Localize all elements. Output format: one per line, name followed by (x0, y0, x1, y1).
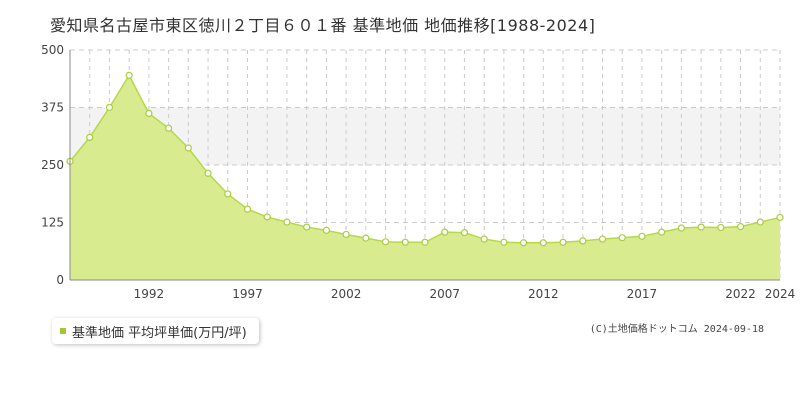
data-point (381, 238, 390, 246)
data-point (598, 235, 607, 243)
data-point (263, 213, 271, 221)
data-point (243, 205, 252, 213)
y-tick-label: 500 (41, 43, 64, 57)
data-point (184, 144, 192, 152)
data-point (539, 239, 547, 247)
legend-marker-icon (60, 328, 66, 334)
data-point (204, 169, 212, 177)
axis-layer (69, 50, 780, 281)
data-point (322, 226, 330, 234)
data-point (145, 109, 153, 118)
data-point (224, 190, 232, 198)
x-tick-label: 2024 (765, 287, 796, 301)
data-point (460, 229, 469, 237)
y-tick-label: 0 (56, 273, 64, 287)
data-point (756, 218, 764, 226)
x-tick-label: 1997 (232, 287, 263, 301)
data-point (520, 239, 528, 247)
data-point (500, 238, 508, 246)
data-point (401, 238, 409, 246)
copyright: (C)土地価格ドットコム 2024-09-18 (589, 324, 764, 335)
data-point (717, 223, 725, 232)
data-point (776, 213, 784, 222)
data-point (86, 133, 94, 141)
data-point (638, 232, 646, 240)
data-point (697, 223, 705, 231)
data-point (677, 224, 685, 232)
data-point (658, 228, 666, 236)
data-point (125, 71, 133, 79)
legend-label: 基準地価 平均坪単価(万円/坪) (72, 325, 247, 341)
y-tick-label: 125 (41, 216, 64, 230)
data-point (441, 228, 449, 236)
x-tick-label: 2002 (331, 287, 362, 301)
y-tick-label: 375 (41, 101, 64, 115)
legend: 基準地価 平均坪単価(万円/坪) (52, 318, 259, 344)
marker-layer (66, 71, 784, 247)
data-point (105, 103, 114, 112)
data-point (559, 238, 567, 246)
data-point (165, 124, 173, 132)
data-point (618, 234, 626, 242)
x-tick-label: 2007 (429, 287, 460, 301)
data-point (362, 234, 370, 242)
x-tick-label: 2022 (725, 287, 756, 301)
x-tick-label: 2012 (528, 287, 559, 301)
data-point (421, 238, 429, 246)
series-area (70, 75, 780, 280)
y-tick-label: 250 (41, 158, 64, 172)
data-point (480, 235, 488, 243)
data-point (303, 223, 311, 231)
tick-label-layer: 0 125 250 375 500 1992 1997 2002 2007 2012 2017 202… (41, 43, 795, 301)
data-point (342, 230, 350, 239)
x-tick-label: 1992 (134, 287, 165, 301)
data-point (283, 218, 291, 226)
data-point (736, 223, 745, 231)
x-tick-label: 2017 (627, 287, 658, 301)
data-point (579, 237, 587, 245)
chart-title: 愛知県名古屋市東区徳川２丁目６０１番 基準地価 地価推移[1988-2024] (50, 16, 596, 35)
